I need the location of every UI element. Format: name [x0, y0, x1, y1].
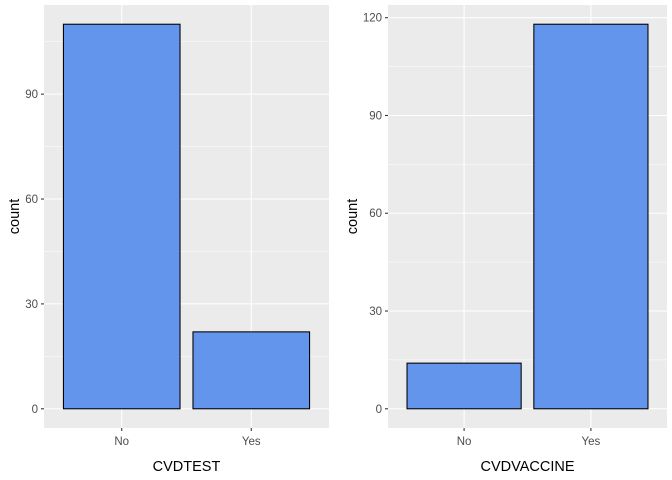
x-tick-label-no: No	[457, 436, 472, 448]
y-tick-label-120: 120	[363, 13, 382, 25]
y-tick-label-90: 90	[369, 110, 382, 122]
y-tick-label-60: 60	[25, 194, 38, 206]
x-axis-title: CVDVACCINE	[481, 459, 575, 475]
x-tick-label-no: No	[114, 436, 129, 448]
y-axis-title: count	[7, 199, 23, 234]
x-axis-title: CVDTEST	[153, 459, 221, 475]
y-tick-label-30: 30	[25, 299, 38, 311]
y-tick-label-30: 30	[369, 306, 382, 318]
chart-cvdtest: 0 30 60 90 No Yes CVDTEST count	[7, 5, 329, 475]
x-tick-label-yes: Yes	[242, 436, 261, 448]
bar-yes	[533, 23, 649, 410]
y-tick-label-0: 0	[376, 404, 382, 416]
bar-no	[62, 23, 181, 410]
y-axis-title: count	[345, 199, 361, 234]
chart-cvdvaccine: 0 30 60 90 120 No Yes CVDVACCINE count	[345, 5, 667, 475]
y-tick-label-60: 60	[369, 208, 382, 220]
bar-no	[406, 362, 522, 410]
y-tick-label-90: 90	[25, 89, 38, 101]
bar-yes	[192, 331, 311, 410]
x-tick-label-yes: Yes	[582, 436, 601, 448]
y-tick-label-0: 0	[32, 404, 38, 416]
